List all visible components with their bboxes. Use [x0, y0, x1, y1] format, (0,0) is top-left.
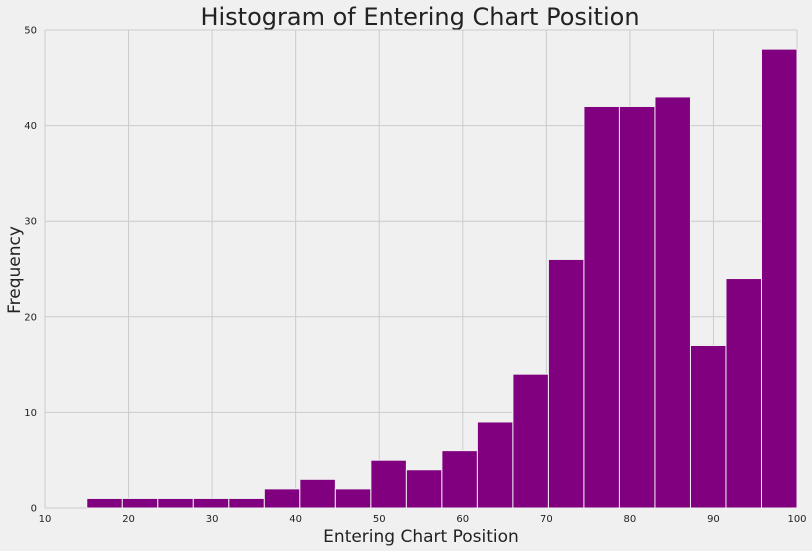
histogram-bar — [228, 497, 265, 509]
x-tick-label: 30 — [206, 514, 219, 525]
histogram-bar — [263, 488, 301, 509]
histogram-bar — [725, 278, 762, 509]
chart-title: Histogram of Entering Chart Position — [200, 3, 639, 31]
x-tick-label: 60 — [456, 514, 469, 525]
x-tick-label: 70 — [540, 514, 553, 525]
histogram-bar — [618, 105, 656, 509]
y-tick-label: 10 — [24, 408, 37, 419]
x-tick-label: 100 — [787, 514, 806, 525]
y-tick-label: 50 — [24, 26, 37, 37]
x-tick-label: 40 — [289, 514, 302, 525]
histogram-bar — [334, 488, 372, 509]
histogram-bar — [512, 373, 549, 509]
histogram-bar — [654, 96, 691, 509]
histogram-bar — [441, 450, 478, 509]
x-axis-label: Entering Chart Position — [323, 527, 519, 547]
histogram-bar — [689, 344, 727, 509]
y-tick-label: 0 — [31, 504, 37, 515]
histogram-bar — [192, 497, 230, 509]
y-tick-label: 40 — [24, 121, 37, 132]
x-tick-label: 50 — [373, 514, 386, 525]
x-tick-label: 90 — [707, 514, 720, 525]
histogram-bar — [121, 497, 159, 509]
histogram-bar — [583, 105, 620, 509]
y-tick-labels: 0 10 20 30 40 50 — [24, 26, 37, 515]
histogram-bar — [157, 497, 194, 509]
histogram-bar — [86, 497, 123, 509]
y-tick-label: 30 — [24, 217, 37, 228]
x-tick-label: 10 — [39, 514, 52, 525]
x-tick-label: 80 — [624, 514, 637, 525]
histogram-bar — [760, 48, 798, 509]
histogram-bar — [476, 421, 514, 509]
histogram-bar — [547, 258, 585, 509]
bars — [86, 48, 798, 509]
histogram-bar — [405, 469, 443, 509]
y-axis-label: Frequency — [5, 226, 25, 314]
y-tick-label: 20 — [24, 312, 37, 323]
histogram-bar — [370, 459, 407, 509]
x-tick-label: 20 — [122, 514, 135, 525]
x-tick-labels: 10 20 30 40 50 60 70 80 90 100 — [39, 514, 807, 525]
histogram-bar — [299, 478, 336, 509]
